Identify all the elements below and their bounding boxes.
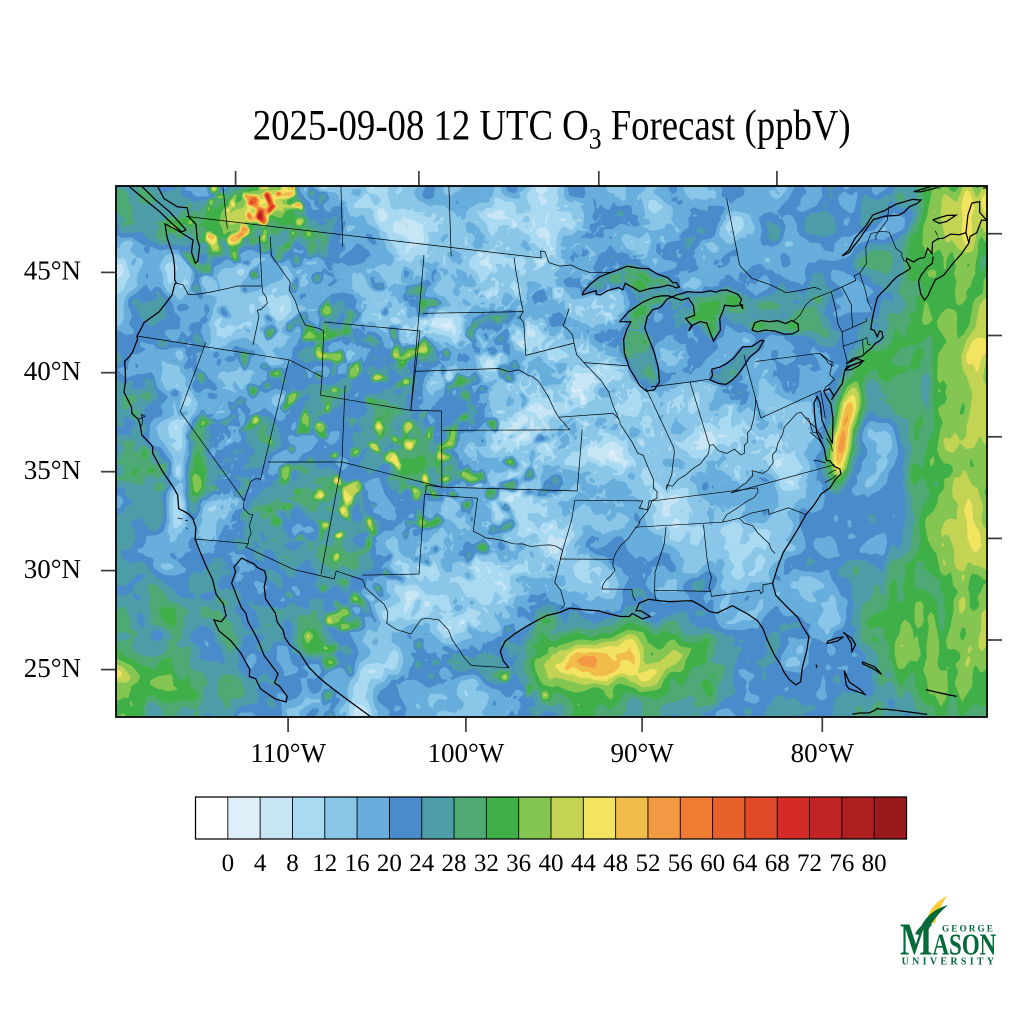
svg-text:110°W: 110°W bbox=[250, 738, 326, 768]
svg-text:30°N: 30°N bbox=[24, 554, 81, 584]
svg-text:UNIVERSITY: UNIVERSITY bbox=[902, 957, 998, 968]
svg-text:80: 80 bbox=[862, 850, 887, 877]
svg-text:72: 72 bbox=[797, 850, 822, 877]
svg-text:16: 16 bbox=[345, 850, 370, 877]
svg-text:24: 24 bbox=[409, 850, 435, 877]
svg-text:76: 76 bbox=[829, 850, 854, 877]
svg-text:8: 8 bbox=[286, 850, 299, 877]
svg-text:GEORGE: GEORGE bbox=[942, 924, 995, 934]
svg-text:36: 36 bbox=[506, 850, 531, 877]
svg-text:28: 28 bbox=[442, 850, 467, 877]
svg-text:52: 52 bbox=[635, 850, 660, 877]
svg-text:56: 56 bbox=[668, 850, 693, 877]
svg-text:90°W: 90°W bbox=[610, 738, 674, 768]
svg-text:44: 44 bbox=[571, 850, 597, 877]
svg-text:45°N: 45°N bbox=[24, 256, 81, 286]
svg-text:64: 64 bbox=[732, 850, 758, 877]
svg-text:4: 4 bbox=[254, 850, 267, 877]
svg-text:80°W: 80°W bbox=[791, 738, 855, 768]
svg-text:100°W: 100°W bbox=[428, 738, 505, 768]
svg-text:12: 12 bbox=[312, 850, 337, 877]
svg-text:0: 0 bbox=[222, 850, 235, 877]
svg-text:25°N: 25°N bbox=[24, 653, 81, 683]
svg-text:68: 68 bbox=[765, 850, 790, 877]
svg-text:40: 40 bbox=[539, 850, 564, 877]
svg-text:60: 60 bbox=[700, 850, 725, 877]
svg-text:48: 48 bbox=[603, 850, 628, 877]
svg-text:20: 20 bbox=[377, 850, 402, 877]
svg-text:35°N: 35°N bbox=[24, 455, 81, 485]
svg-text:2025-09-08 12 UTC O3 Forecast: 2025-09-08 12 UTC O3 Forecast (ppbV) bbox=[253, 101, 851, 156]
svg-text:32: 32 bbox=[474, 850, 499, 877]
svg-text:40°N: 40°N bbox=[24, 356, 81, 386]
